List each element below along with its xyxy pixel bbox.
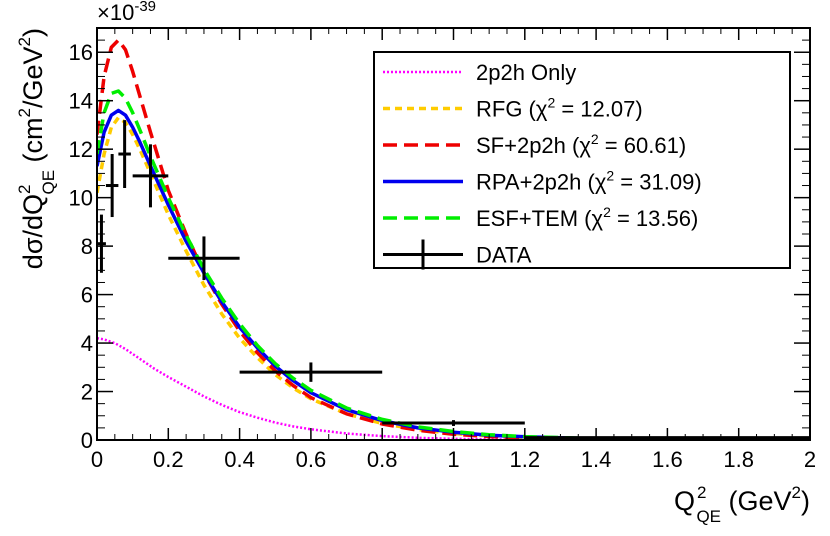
y-tick-label: 10	[69, 186, 93, 211]
y-tick-label: 6	[81, 283, 93, 308]
x-tick-label: 1.6	[652, 447, 683, 472]
x-tick-label: 1	[447, 447, 459, 472]
legend-label-rfg: RFG (χ2 = 12.07)	[476, 95, 643, 122]
y-tick-label: 12	[69, 137, 93, 162]
x-tick-label: 0.6	[296, 447, 327, 472]
legend-label-2p2h: 2p2h Only	[476, 60, 576, 85]
x-tick-label: 1.2	[510, 447, 541, 472]
x-axis-title: Q 2 QE (GeV2)	[674, 483, 810, 526]
multiplier-label: ×10-39	[97, 0, 156, 25]
x-tick-label: 1.4	[581, 447, 612, 472]
legend-label-data: DATA	[476, 243, 532, 268]
y-axis-title: dσ/dQ2 QE (cm2/GeV2)	[15, 28, 58, 269]
x-tick-label: 1.8	[723, 447, 754, 472]
legend-box	[373, 51, 791, 269]
axis-ticks: 0 0.2 0.4 0.6 0.8 1 1.2 1.4 1.6 1.8 2 0 2 4 6 8 10 12 14 16	[69, 28, 816, 472]
x-tick-label: 0.4	[224, 447, 255, 472]
y-tick-label: 0	[81, 428, 93, 453]
x-tick-label: 0	[91, 447, 103, 472]
y-tick-label: 14	[69, 89, 93, 114]
y-tick-label: 8	[81, 234, 93, 259]
legend-label-sf: SF+2p2h (χ2 = 60.61)	[476, 131, 686, 158]
legend-label-esf: ESF+TEM (χ2 = 13.56)	[476, 204, 698, 231]
y-tick-label: 16	[69, 40, 93, 65]
y-tick-label: 4	[81, 331, 93, 356]
y-tick-label: 2	[81, 380, 93, 405]
legend: 2p2h Only RFG (χ2 = 12.07) SF+2p2h (χ2 = 6…	[373, 51, 791, 270]
x-tick-label: 0.8	[367, 447, 398, 472]
series-line-esf	[97, 89, 810, 440]
legend-label-rpa: RPA+2p2h (χ2 = 31.09)	[476, 168, 702, 195]
x-tick-label: 2	[804, 447, 816, 472]
x-tick-label: 0.2	[153, 447, 184, 472]
